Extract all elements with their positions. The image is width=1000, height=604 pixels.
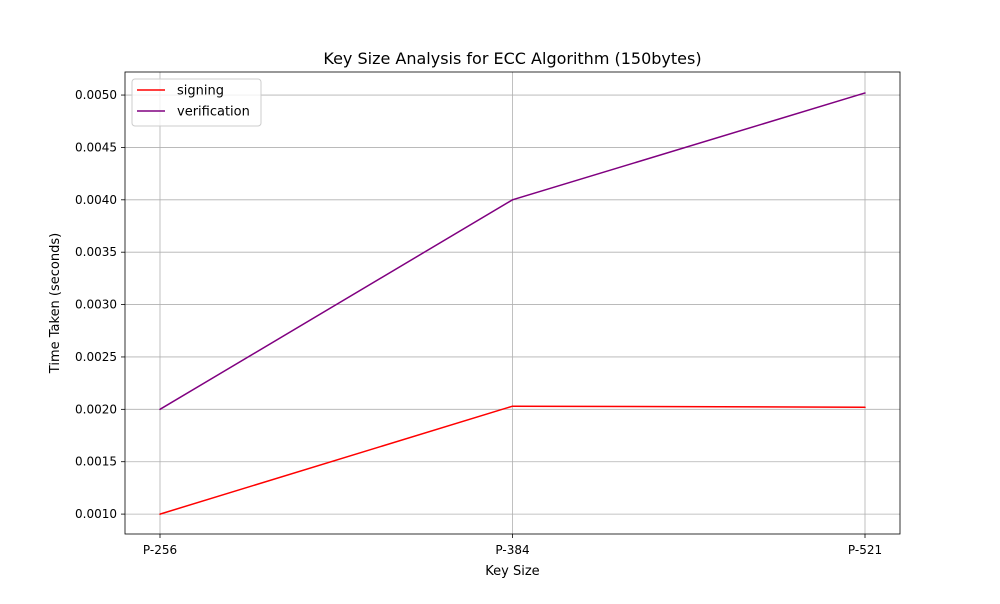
data-point-signing	[511, 405, 514, 407]
data-point-verification	[511, 199, 514, 201]
y-tick-label: 0.0035	[75, 245, 117, 259]
series-layer	[159, 92, 866, 515]
data-point-signing	[159, 513, 161, 515]
grid-layer	[125, 72, 900, 534]
chart-title: Key Size Analysis for ECC Algorithm (150…	[323, 49, 701, 68]
data-point-verification	[159, 408, 161, 411]
x-axis-label: Key Size	[485, 564, 539, 579]
y-tick-label: 0.0020	[75, 402, 117, 416]
data-point-signing	[864, 406, 866, 408]
y-axis-label: Time Taken (seconds)	[48, 233, 63, 374]
x-tick-layer: P-256 P-384 P-521	[143, 534, 882, 557]
y-tick-label: 0.0015	[75, 455, 117, 469]
x-tick-label: P-521	[848, 543, 882, 557]
y-tick-label: 0.0030	[75, 298, 117, 312]
legend-label-verification: verification	[177, 105, 250, 120]
y-tick-label: 0.0025	[75, 350, 117, 364]
data-point-verification	[864, 92, 866, 94]
x-tick-label: P-256	[143, 543, 177, 557]
x-tick-label: P-384	[495, 543, 529, 557]
y-tick-label: 0.0040	[75, 193, 117, 207]
y-tick-layer: 0.0010 0.0015 0.0020 0.0025 0.0030 0.0035 0.00…	[75, 88, 125, 521]
y-tick-label: 0.0010	[75, 507, 117, 521]
y-tick-label: 0.0045	[75, 140, 117, 154]
legend-label-signing: signing	[177, 84, 224, 99]
legend: signing verification	[131, 78, 262, 127]
y-tick-label: 0.0050	[75, 88, 117, 102]
